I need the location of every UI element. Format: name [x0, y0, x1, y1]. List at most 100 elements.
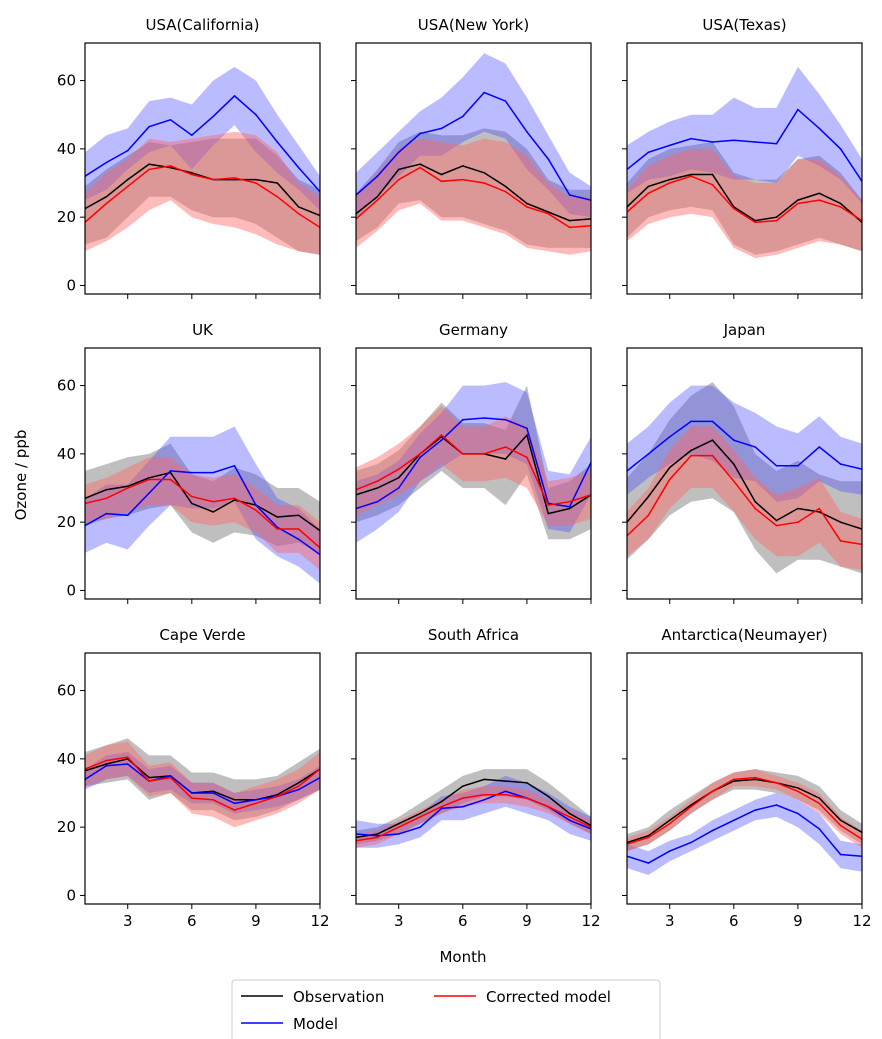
observation-point — [690, 804, 692, 806]
corrected-model-point — [233, 809, 236, 811]
model-band — [627, 66, 862, 204]
observation-point — [504, 780, 507, 782]
y-tick-label: 20 — [57, 818, 76, 836]
panel-title: UK — [192, 321, 214, 339]
observation-band — [356, 385, 591, 540]
corrected-model-point — [568, 500, 571, 503]
observation-point — [547, 211, 550, 213]
model-point — [754, 809, 756, 811]
corrected-model-point — [440, 805, 443, 808]
model-band — [356, 53, 591, 218]
observation-point — [754, 500, 756, 503]
panel-title: South Africa — [428, 626, 519, 644]
model-point — [668, 436, 671, 438]
corrected-model-point — [483, 453, 486, 455]
observation-point — [504, 458, 507, 460]
corrected-model-point — [711, 183, 714, 186]
legend-frame — [231, 979, 661, 1039]
observation-point — [818, 797, 821, 799]
observation-point — [839, 521, 842, 523]
plot-area — [356, 382, 591, 543]
model-point — [568, 819, 571, 822]
corrected-model-point — [148, 478, 150, 481]
observation-point — [733, 780, 735, 782]
plot-area — [85, 426, 320, 584]
observation-point — [126, 178, 129, 181]
observation-point — [568, 812, 571, 815]
observation-band — [356, 128, 591, 248]
corrected-model-point — [775, 782, 778, 784]
corrected-model-point — [419, 453, 421, 455]
observation-point — [839, 819, 842, 822]
corrected-model-point — [462, 178, 464, 181]
observation-point — [462, 165, 464, 167]
model-point — [733, 439, 735, 442]
observation-point — [397, 477, 400, 479]
observation-point — [212, 511, 214, 513]
axes-frame — [626, 652, 863, 905]
corrected-model-point — [105, 202, 108, 205]
corrected-model-point — [547, 805, 550, 808]
corrected-model-point — [297, 528, 300, 530]
model-point — [212, 471, 214, 474]
model-point — [233, 465, 236, 467]
model-point — [462, 805, 464, 808]
model-point — [504, 418, 507, 421]
corrected-model-point — [839, 540, 842, 542]
observation-point — [105, 195, 108, 198]
legend: Observation Model Corrected model — [231, 979, 661, 1039]
model-point — [839, 463, 842, 465]
model-line — [85, 94, 320, 193]
model-point — [568, 506, 571, 508]
corrected-model-point — [397, 826, 400, 828]
corrected-model-point — [419, 166, 421, 169]
observation-point — [440, 173, 443, 176]
plot-area — [85, 738, 320, 828]
corrected-model-point — [526, 797, 528, 799]
observation-point — [797, 199, 799, 201]
observation-point — [668, 178, 671, 181]
model-point — [462, 115, 464, 118]
observation-point — [462, 785, 464, 787]
corrected-model-point — [733, 480, 735, 483]
model-point — [526, 131, 528, 133]
axes-frame — [84, 347, 321, 600]
model-point — [105, 512, 108, 515]
panel-usa-new-york: USA(New York) — [351, 16, 592, 299]
corrected-model-point — [148, 168, 150, 171]
model-band — [85, 66, 320, 211]
model-point — [419, 132, 421, 135]
legend-label-observation: Observation — [293, 988, 384, 1006]
corrected-model-point — [297, 785, 300, 787]
model-line — [627, 108, 862, 182]
model-point — [818, 828, 821, 830]
corrected-model-point — [690, 175, 692, 177]
corrected-model-band — [85, 457, 320, 570]
corrected-model-line — [356, 793, 591, 842]
model-point — [754, 141, 756, 143]
model-point — [775, 804, 778, 806]
corrected-model-band — [85, 741, 320, 828]
observation-point — [547, 512, 550, 515]
observation-point — [568, 507, 571, 510]
y-tick-label: 20 — [57, 208, 76, 226]
model-line — [627, 420, 862, 472]
model-point — [797, 465, 799, 467]
corrected-model-point — [397, 468, 400, 471]
corrected-model-point — [255, 509, 257, 512]
model-point — [440, 807, 443, 810]
panel-title: Germany — [439, 321, 508, 339]
model-point — [376, 500, 379, 503]
corrected-model-point — [233, 497, 236, 500]
model-point — [711, 829, 714, 832]
corrected-model-point — [105, 759, 108, 762]
observation-point — [126, 485, 129, 488]
observation-point — [797, 507, 799, 510]
model-point — [126, 763, 129, 765]
plot-area — [356, 769, 591, 848]
corrected-model-point — [419, 816, 421, 818]
axes-frame — [84, 42, 321, 295]
model-point — [440, 127, 443, 130]
x-axis-label: Month — [439, 948, 486, 966]
